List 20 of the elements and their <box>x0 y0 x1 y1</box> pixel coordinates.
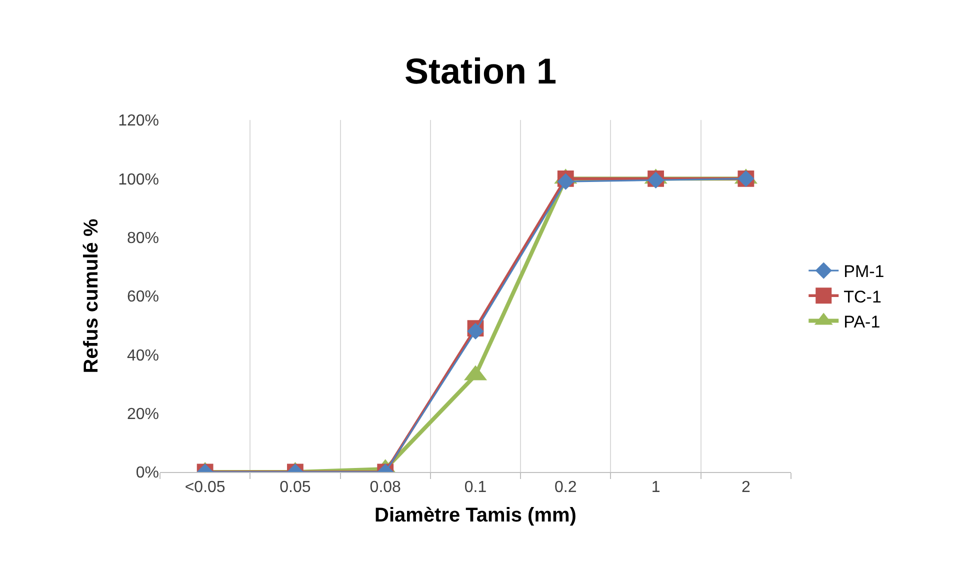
y-tick-label: 20% <box>126 406 159 423</box>
legend-label: PM-1 <box>844 262 884 282</box>
y-axis-title: Refus cumulé % <box>80 218 103 374</box>
x-tick-label: 0.05 <box>280 479 311 496</box>
chart-title: Station 1 <box>404 50 557 92</box>
y-tick-label: 80% <box>126 230 159 247</box>
y-tick-label: 60% <box>126 288 159 306</box>
x-tick-label: 1 <box>651 479 660 496</box>
x-tick-label: 0.08 <box>370 479 402 496</box>
x-tick-label: 0.1 <box>464 479 487 496</box>
x-tick-label: <0.05 <box>184 479 226 496</box>
y-tick-label: 120% <box>118 112 159 130</box>
x-tick-label: 0.2 <box>554 479 577 496</box>
x-axis-title: Diamètre Tamis (mm) <box>374 504 576 527</box>
legend-label: PA-1 <box>844 312 880 332</box>
y-tick-label: 0% <box>136 464 159 482</box>
y-tick-label: 40% <box>126 347 159 364</box>
legend-label: TC-1 <box>844 287 882 306</box>
x-tick-label: 2 <box>741 479 750 496</box>
y-tick-label: 100% <box>118 171 159 188</box>
